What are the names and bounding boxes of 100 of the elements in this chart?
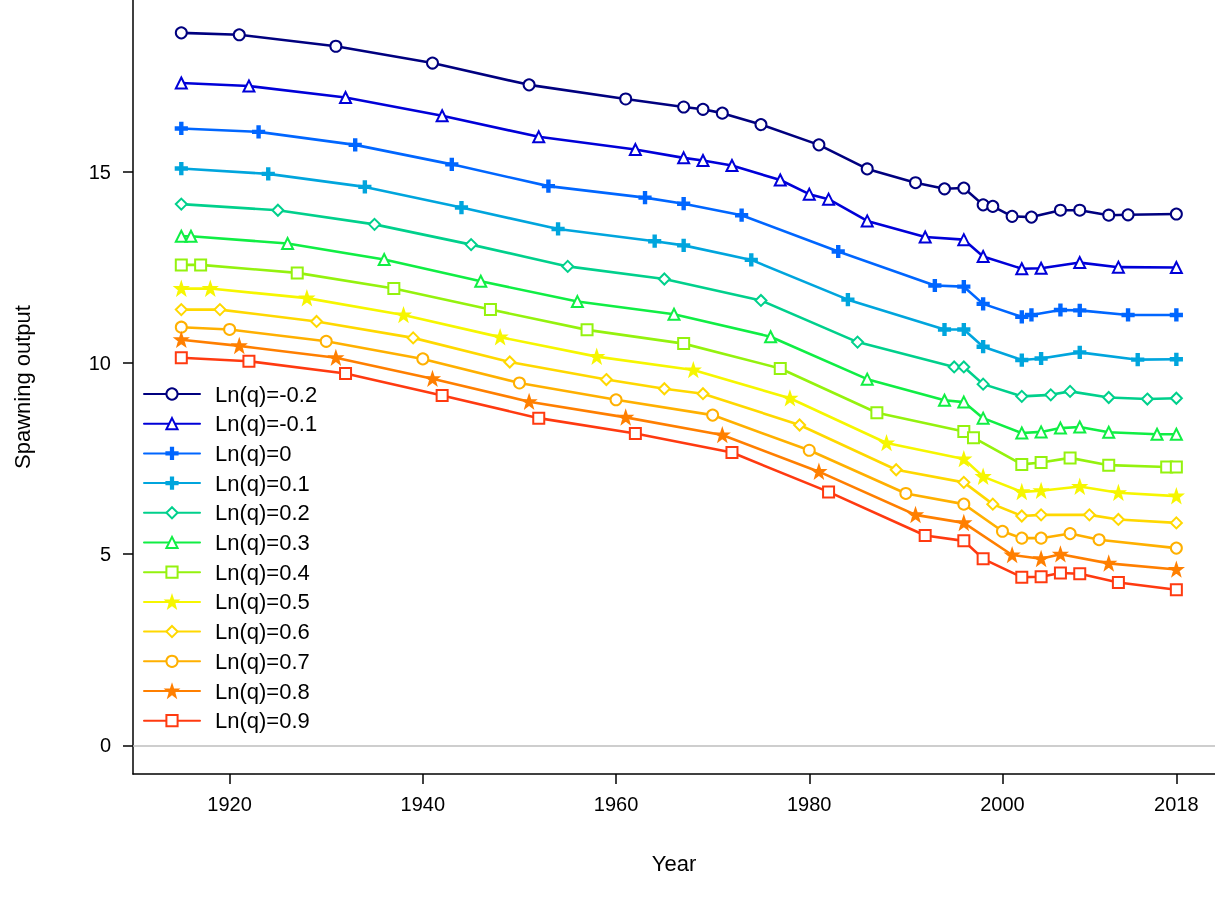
point — [879, 436, 894, 450]
point — [986, 199, 1000, 213]
point — [851, 335, 865, 349]
point — [493, 328, 509, 346]
point — [677, 337, 691, 351]
point — [957, 475, 971, 489]
point — [1034, 261, 1048, 275]
point — [1073, 203, 1087, 217]
point — [715, 106, 729, 120]
point — [696, 387, 710, 401]
point — [1063, 451, 1077, 465]
point — [667, 307, 681, 321]
point — [628, 426, 642, 440]
point — [1015, 570, 1029, 584]
legend-label: Ln(q)=0.4 — [215, 559, 310, 585]
point — [425, 56, 439, 70]
point — [339, 366, 353, 380]
x-tick-label: 1920 — [207, 793, 252, 815]
point — [329, 39, 343, 53]
point — [242, 354, 256, 368]
point — [822, 192, 836, 206]
point — [271, 203, 285, 217]
point — [1053, 421, 1067, 435]
point — [812, 138, 826, 152]
point — [657, 382, 671, 396]
y-tick-label: 5 — [99, 543, 111, 566]
point — [957, 497, 971, 511]
point — [735, 208, 749, 222]
point — [464, 238, 478, 252]
point — [1168, 560, 1185, 578]
legend-label: Ln(q)=0.5 — [215, 589, 310, 615]
point — [1121, 208, 1135, 222]
point — [1140, 392, 1154, 406]
point — [957, 181, 971, 195]
point — [1014, 483, 1031, 501]
point — [1169, 427, 1183, 441]
point — [387, 282, 401, 296]
point — [213, 303, 227, 317]
point — [677, 151, 691, 165]
point — [230, 337, 248, 355]
point — [619, 92, 633, 106]
x-tick-label: 1940 — [400, 793, 446, 815]
point — [358, 180, 372, 194]
point — [1003, 546, 1021, 564]
point — [172, 331, 190, 348]
point — [783, 389, 799, 407]
point — [223, 322, 237, 336]
point — [677, 100, 691, 114]
point — [976, 377, 990, 391]
point — [957, 534, 971, 548]
point — [860, 162, 874, 176]
point — [201, 279, 219, 297]
point — [483, 303, 497, 317]
x-tick-label: 1980 — [787, 793, 832, 815]
point — [1073, 256, 1087, 270]
point — [918, 230, 932, 244]
point — [802, 443, 816, 457]
point — [938, 182, 951, 196]
point — [522, 78, 536, 92]
legend-label: Ln(q)=0.9 — [215, 708, 310, 734]
point — [1015, 531, 1029, 545]
point — [174, 161, 188, 176]
point — [976, 340, 990, 354]
point — [1121, 308, 1135, 322]
point — [1082, 508, 1096, 522]
legend-label: Ln(q)=0.2 — [215, 500, 310, 526]
point — [995, 524, 1009, 538]
point — [1063, 384, 1077, 398]
point — [976, 249, 990, 263]
point — [976, 297, 990, 311]
point — [310, 314, 324, 328]
point — [1034, 351, 1048, 366]
legend-label: Ln(q)=0.1 — [215, 470, 310, 496]
point — [1169, 308, 1183, 322]
point — [1169, 583, 1183, 597]
point — [425, 372, 440, 386]
point — [1169, 261, 1183, 275]
point — [706, 408, 720, 422]
point — [435, 389, 449, 403]
point — [773, 361, 787, 375]
point — [648, 234, 662, 248]
point — [406, 331, 420, 345]
point — [1102, 458, 1116, 472]
point — [1111, 576, 1125, 590]
legend-label: Ln(q)=0.3 — [215, 530, 310, 555]
point — [754, 118, 768, 132]
point — [290, 266, 304, 280]
point — [512, 376, 526, 390]
point — [957, 280, 971, 294]
point — [1032, 550, 1048, 568]
point — [822, 485, 836, 499]
y-tick-label: 10 — [88, 352, 111, 375]
point — [802, 187, 816, 201]
point — [532, 411, 546, 425]
point — [696, 102, 710, 116]
point — [907, 506, 924, 524]
point — [696, 154, 710, 168]
point — [966, 431, 980, 445]
point — [1034, 531, 1048, 545]
point — [928, 278, 942, 293]
